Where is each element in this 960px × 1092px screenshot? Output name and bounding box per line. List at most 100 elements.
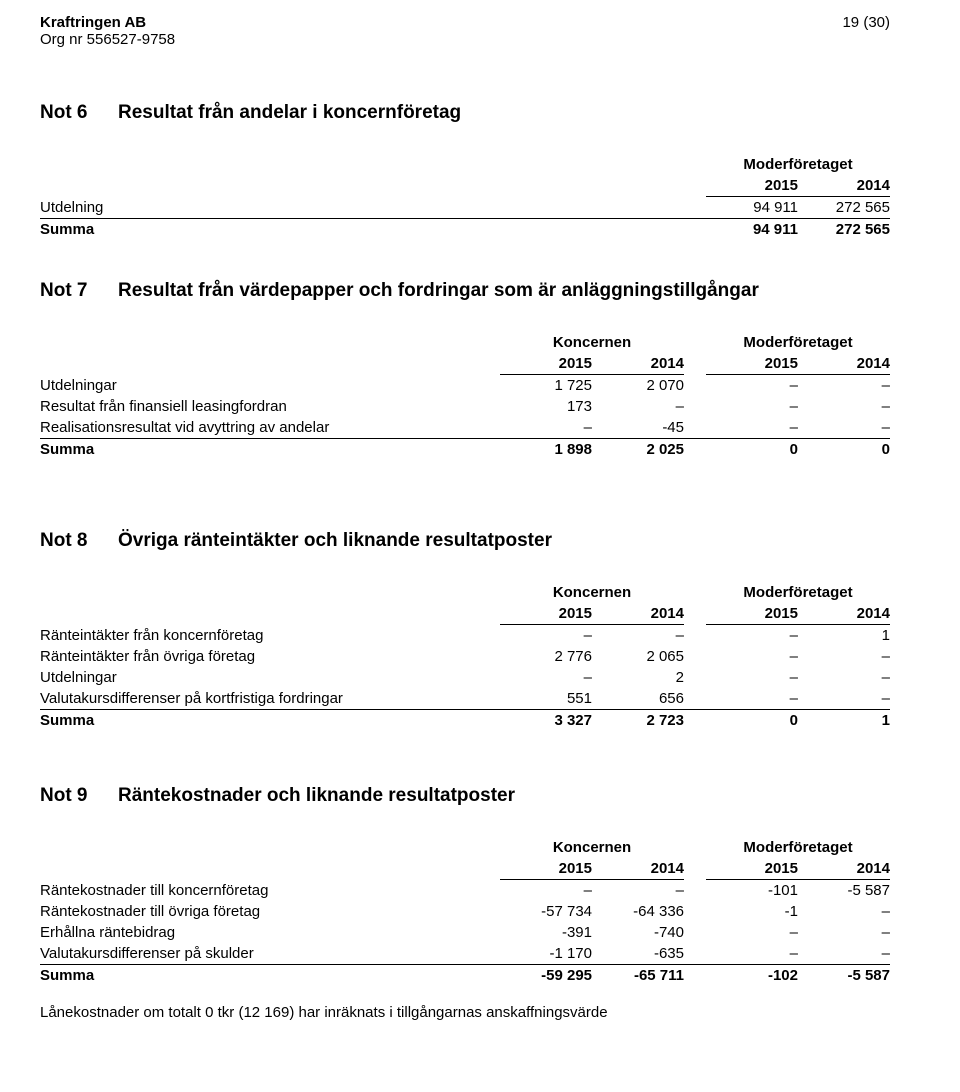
- cell: –: [798, 417, 890, 439]
- table-row: Utdelningar – 2 – –: [40, 667, 890, 688]
- cell: –: [706, 667, 798, 688]
- note9-title: Räntekostnader och liknande resultatpost…: [118, 785, 515, 807]
- cell: –: [706, 688, 798, 710]
- cell: 3 327: [500, 710, 592, 732]
- cell: -57 734: [500, 901, 592, 922]
- cell: -101: [706, 880, 798, 902]
- note6-heading: Not 6 Resultat från andelar i koncernför…: [40, 102, 890, 124]
- cell: 2 723: [592, 710, 684, 732]
- cell: -59 295: [500, 965, 592, 987]
- cell: –: [500, 417, 592, 439]
- year-2015: 2015: [706, 175, 798, 197]
- cell: –: [706, 396, 798, 417]
- cell: 2 070: [592, 375, 684, 397]
- cell: -5 587: [798, 880, 890, 902]
- cell: –: [592, 625, 684, 647]
- note8-table: Koncernen Moderföretaget 2015 2014 2015 …: [40, 582, 890, 731]
- table-row: Valutakursdifferenser på skulder -1 170 …: [40, 943, 890, 965]
- row-label: Resultat från finansiell leasingfordran: [40, 396, 500, 417]
- cell: –: [798, 922, 890, 943]
- note8-label: Not 8: [40, 530, 100, 552]
- sum-row: Summa 94 911 272 565: [40, 219, 890, 241]
- year-2014: 2014: [798, 353, 890, 375]
- cell: 0: [706, 710, 798, 732]
- year-2015: 2015: [500, 353, 592, 375]
- cell: 1: [798, 625, 890, 647]
- year-2014: 2014: [798, 603, 890, 625]
- cell: 0: [798, 439, 890, 461]
- note7-label: Not 7: [40, 280, 100, 302]
- cell: –: [798, 667, 890, 688]
- table-group-header: Koncernen Moderföretaget: [40, 837, 890, 858]
- year-2015: 2015: [706, 353, 798, 375]
- cell: -391: [500, 922, 592, 943]
- page-header: Kraftringen AB Org nr 556527-9758 19 (30…: [40, 14, 890, 48]
- cell: 2 776: [500, 646, 592, 667]
- group-koncernen: Koncernen: [500, 332, 684, 353]
- year-2015: 2015: [500, 858, 592, 880]
- cell: -1 170: [500, 943, 592, 965]
- cell: –: [798, 943, 890, 965]
- row-label: Erhållna räntebidrag: [40, 922, 500, 943]
- table-year-header: 2015 2014 2015 2014: [40, 603, 890, 625]
- cell: -45: [592, 417, 684, 439]
- group-moder: Moderföretaget: [706, 332, 890, 353]
- cell: –: [706, 646, 798, 667]
- row-label: Utdelningar: [40, 375, 500, 397]
- cell: 272 565: [798, 219, 890, 241]
- table-row: Utdelning 94 911 272 565: [40, 197, 890, 219]
- cell: 0: [706, 439, 798, 461]
- cell: –: [706, 375, 798, 397]
- table-group-header: Moderföretaget: [40, 154, 890, 175]
- row-label: Valutakursdifferenser på kortfristiga fo…: [40, 688, 500, 710]
- cell: -65 711: [592, 965, 684, 987]
- header-left: Kraftringen AB Org nr 556527-9758: [40, 14, 175, 48]
- table-row: Realisationsresultat vid avyttring av an…: [40, 417, 890, 439]
- table-year-header: 2015 2014: [40, 175, 890, 197]
- row-label: Ränteintäkter från övriga företag: [40, 646, 500, 667]
- table-row: Utdelningar 1 725 2 070 – –: [40, 375, 890, 397]
- page: Kraftringen AB Org nr 556527-9758 19 (30…: [0, 0, 960, 1092]
- table-row: Ränteintäkter från koncernföretag – – – …: [40, 625, 890, 647]
- cell: 94 911: [706, 219, 798, 241]
- year-2015: 2015: [500, 603, 592, 625]
- note9-heading: Not 9 Räntekostnader och liknande result…: [40, 785, 890, 807]
- table-row: Erhållna räntebidrag -391 -740 – –: [40, 922, 890, 943]
- cell: –: [798, 901, 890, 922]
- sum-label: Summa: [40, 439, 500, 461]
- year-2014: 2014: [798, 175, 890, 197]
- cell: -1: [706, 901, 798, 922]
- cell: –: [706, 625, 798, 647]
- cell: 551: [500, 688, 592, 710]
- cell: –: [706, 417, 798, 439]
- cell: 1 725: [500, 375, 592, 397]
- year-2015: 2015: [706, 858, 798, 880]
- table-group-header: Koncernen Moderföretaget: [40, 332, 890, 353]
- year-2014: 2014: [592, 858, 684, 880]
- cell: 272 565: [798, 197, 890, 219]
- note8-heading: Not 8 Övriga ränteintäkter och liknande …: [40, 530, 890, 552]
- sum-row: Summa 3 327 2 723 0 1: [40, 710, 890, 732]
- cell: –: [500, 625, 592, 647]
- group-moder: Moderföretaget: [706, 154, 890, 175]
- cell: 1: [798, 710, 890, 732]
- year-2014: 2014: [798, 858, 890, 880]
- cell: 2 065: [592, 646, 684, 667]
- table-row: Räntekostnader till koncernföretag – – -…: [40, 880, 890, 902]
- year-2015: 2015: [706, 603, 798, 625]
- cell: 1 898: [500, 439, 592, 461]
- cell: -740: [592, 922, 684, 943]
- row-label: Utdelning: [40, 197, 684, 219]
- note6-title: Resultat från andelar i koncernföretag: [118, 102, 461, 124]
- cell: –: [798, 688, 890, 710]
- group-koncernen: Koncernen: [500, 582, 684, 603]
- company-name: Kraftringen AB: [40, 14, 175, 31]
- note8-title: Övriga ränteintäkter och liknande result…: [118, 530, 552, 552]
- cell: -635: [592, 943, 684, 965]
- cell: –: [798, 396, 890, 417]
- cell: –: [706, 922, 798, 943]
- org-number: Org nr 556527-9758: [40, 31, 175, 48]
- cell: 656: [592, 688, 684, 710]
- cell: -102: [706, 965, 798, 987]
- row-label: Räntekostnader till övriga företag: [40, 901, 500, 922]
